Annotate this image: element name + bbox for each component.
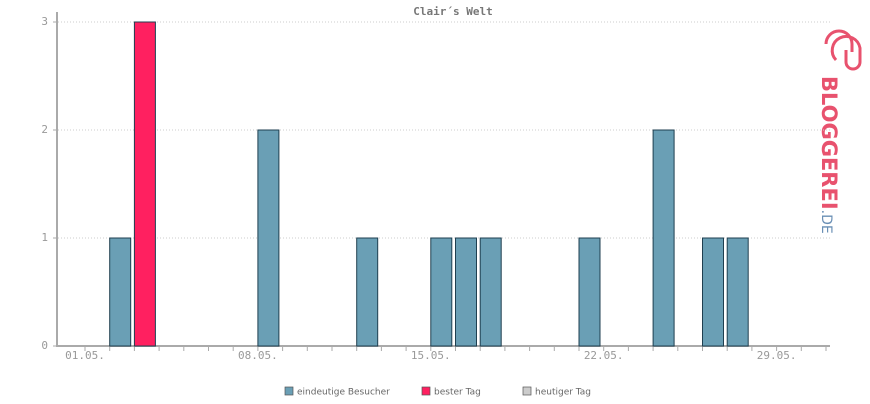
bar: [578, 237, 601, 347]
legend-swatch: [284, 386, 294, 396]
legend-label: eindeutige Besucher: [297, 388, 390, 398]
bar: [455, 237, 477, 347]
x-tick-label: 15.05.: [411, 349, 451, 362]
bar: [702, 237, 724, 347]
x-tick-label: 08.05.: [238, 349, 278, 362]
bar: [652, 129, 675, 347]
chart-title: Clair´s Welt: [413, 5, 492, 18]
legend-label: heutiger Tag: [535, 388, 591, 398]
legend-swatch: [522, 386, 532, 396]
logo: BLOGGEREI.DE: [817, 76, 841, 234]
y-tick-label: 3: [41, 15, 48, 28]
bar: [479, 237, 502, 347]
bar: [726, 237, 749, 347]
logo-tld: .DE: [818, 210, 834, 234]
bar: [257, 129, 280, 347]
x-tick-label: 29.05.: [757, 349, 797, 362]
legend-label: bester Tag: [434, 388, 481, 398]
bar: [133, 21, 156, 347]
logo-icon: [824, 29, 862, 71]
bar: [430, 237, 453, 347]
x-tick-label: 01.05.: [65, 349, 105, 362]
bar: [356, 237, 379, 347]
bar: [109, 237, 132, 347]
legend-swatch: [421, 386, 431, 396]
y-tick-label: 0: [41, 339, 48, 352]
y-tick-label: 2: [41, 123, 48, 136]
y-tick-label: 1: [41, 231, 48, 244]
logo-name: BLOGGEREI: [817, 76, 841, 210]
x-tick-label: 22.05.: [584, 349, 624, 362]
